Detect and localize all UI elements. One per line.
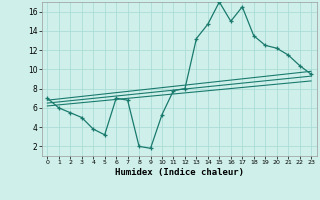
X-axis label: Humidex (Indice chaleur): Humidex (Indice chaleur) xyxy=(115,168,244,177)
